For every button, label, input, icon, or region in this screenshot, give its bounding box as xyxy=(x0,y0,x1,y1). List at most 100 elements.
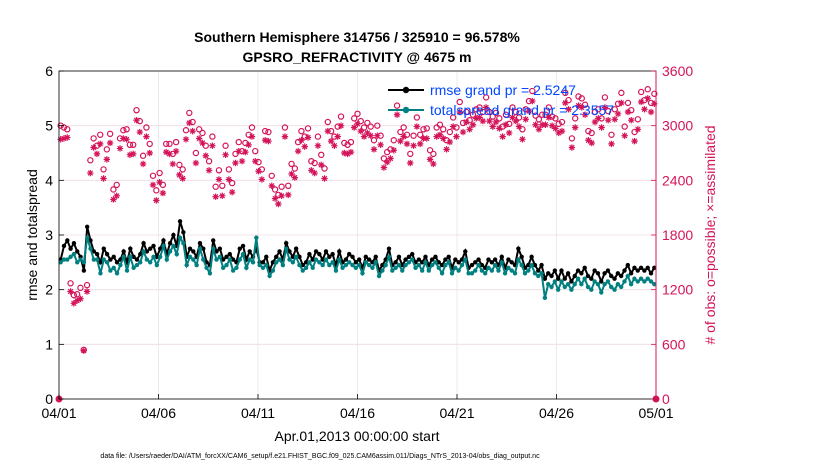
series-point xyxy=(476,262,481,268)
possible-obs-point xyxy=(337,113,345,120)
series-point xyxy=(380,262,385,268)
possible-obs-point xyxy=(380,155,388,162)
assimilated-obs-point xyxy=(314,142,322,149)
assimilated-obs-point xyxy=(275,200,282,208)
assimilated-obs-point xyxy=(565,106,572,113)
assimilated-obs-point xyxy=(288,170,295,178)
series-point xyxy=(486,265,491,270)
y-left-tick-label: 3 xyxy=(45,227,53,243)
series-point xyxy=(449,271,455,276)
series-point xyxy=(516,257,521,262)
series-point xyxy=(347,251,352,257)
series-point xyxy=(380,268,385,273)
assimilated-obs-point xyxy=(568,144,576,151)
possible-obs-point xyxy=(651,90,658,97)
series-point xyxy=(366,257,372,262)
series-point xyxy=(419,260,425,265)
series-point xyxy=(317,251,322,257)
series-point xyxy=(204,265,209,270)
series-point xyxy=(572,273,577,279)
series-point xyxy=(542,295,548,301)
series-point xyxy=(526,268,531,273)
series-point xyxy=(114,260,120,265)
assimilated-obs-point xyxy=(420,135,427,142)
assimilated-obs-point xyxy=(189,127,196,135)
series-point xyxy=(81,260,87,265)
assimilated-obs-point xyxy=(453,133,460,140)
assimilated-obs-point xyxy=(499,133,506,140)
assimilated-obs-point xyxy=(383,158,391,166)
assimilated-obs-point xyxy=(585,137,592,144)
assimilated-obs-point xyxy=(354,120,361,128)
possible-obs-point xyxy=(100,166,107,173)
series-point xyxy=(406,254,412,260)
assimilated-obs-point xyxy=(225,176,233,183)
series-point xyxy=(293,254,299,260)
possible-obs-point xyxy=(552,115,559,122)
assimilated-obs-point xyxy=(614,110,622,118)
possible-obs-point xyxy=(182,127,190,134)
assimilated-obs-point xyxy=(581,111,589,118)
series-point xyxy=(181,241,186,246)
possible-obs-point xyxy=(479,108,487,116)
series-point xyxy=(642,279,647,284)
series-point xyxy=(579,271,584,276)
assimilated-obs-point xyxy=(380,164,388,171)
series-point xyxy=(396,262,402,268)
possible-obs-point xyxy=(522,106,529,113)
assimilated-obs-point xyxy=(357,127,364,135)
series-point xyxy=(181,230,186,235)
possible-obs-point xyxy=(120,127,127,134)
possible-obs-point xyxy=(67,280,74,287)
series-point xyxy=(489,260,495,265)
series-point xyxy=(247,257,252,262)
series-point xyxy=(443,257,448,262)
possible-obs-point xyxy=(285,182,292,189)
assimilated-obs-point xyxy=(304,134,312,141)
possible-obs-point xyxy=(143,124,150,131)
possible-obs-point xyxy=(258,166,266,173)
series-point xyxy=(201,257,206,262)
series-point xyxy=(104,251,110,257)
series-point xyxy=(131,265,136,270)
assimilated-obs-point xyxy=(103,156,111,163)
series-point xyxy=(582,276,587,281)
series-point xyxy=(360,271,365,276)
series-point xyxy=(565,282,571,287)
possible-obs-point xyxy=(153,187,160,194)
possible-obs-point xyxy=(621,123,628,130)
possible-obs-point xyxy=(562,89,569,97)
series-point xyxy=(618,284,624,290)
assimilated-obs-point xyxy=(598,124,605,131)
possible-obs-point xyxy=(367,123,374,130)
series-point xyxy=(217,246,223,251)
possible-obs-point xyxy=(502,111,510,118)
series-point xyxy=(589,276,594,281)
assimilated-obs-point xyxy=(466,126,473,133)
possible-obs-point xyxy=(113,181,120,189)
series-point xyxy=(237,257,242,262)
assimilated-obs-point xyxy=(374,132,381,139)
series-point xyxy=(410,251,415,257)
series-point xyxy=(98,260,103,265)
series-point xyxy=(609,284,614,290)
series-point xyxy=(426,268,432,273)
series-point xyxy=(443,262,448,268)
series-point xyxy=(134,257,140,262)
assimilated-obs-point xyxy=(162,148,170,156)
series-point xyxy=(476,257,481,262)
series-point xyxy=(370,265,375,270)
series-point xyxy=(317,260,322,265)
series-point xyxy=(290,260,296,265)
assimilated-obs-point xyxy=(97,140,104,148)
assimilated-obs-point xyxy=(232,159,239,167)
possible-obs-point xyxy=(416,131,424,138)
possible-obs-point xyxy=(466,116,473,124)
assimilated-obs-point xyxy=(324,127,332,135)
series-point xyxy=(482,271,488,276)
assimilated-obs-point xyxy=(202,152,209,159)
series-point xyxy=(270,260,276,265)
series-point xyxy=(429,262,435,268)
assimilated-obs-point xyxy=(509,114,516,121)
series-point xyxy=(264,254,269,260)
